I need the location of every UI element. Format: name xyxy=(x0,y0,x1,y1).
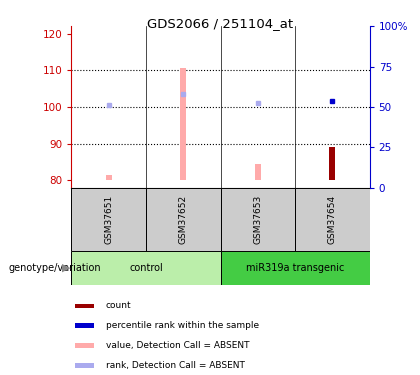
Bar xyxy=(329,147,335,180)
Bar xyxy=(220,188,295,251)
Bar xyxy=(146,188,220,251)
Bar xyxy=(255,164,261,180)
Text: genotype/variation: genotype/variation xyxy=(8,263,101,273)
Bar xyxy=(71,188,146,251)
Text: ▶: ▶ xyxy=(62,263,71,273)
Text: GSM37653: GSM37653 xyxy=(253,195,262,244)
Text: GSM37652: GSM37652 xyxy=(179,195,188,244)
Bar xyxy=(75,304,94,308)
Bar xyxy=(71,251,220,285)
Text: GSM37654: GSM37654 xyxy=(328,195,337,244)
Bar xyxy=(106,175,112,180)
Bar xyxy=(75,343,94,348)
Text: miR319a transgenic: miR319a transgenic xyxy=(246,263,344,273)
Text: percentile rank within the sample: percentile rank within the sample xyxy=(106,321,259,330)
Text: control: control xyxy=(129,263,163,273)
Bar xyxy=(75,324,94,328)
Bar xyxy=(180,68,186,180)
Bar xyxy=(220,251,370,285)
Text: count: count xyxy=(106,302,131,310)
Bar xyxy=(75,363,94,368)
Text: value, Detection Call = ABSENT: value, Detection Call = ABSENT xyxy=(106,341,249,350)
Bar xyxy=(295,188,370,251)
Text: GSM37651: GSM37651 xyxy=(104,195,113,244)
Text: GDS2066 / 251104_at: GDS2066 / 251104_at xyxy=(147,17,294,30)
Text: rank, Detection Call = ABSENT: rank, Detection Call = ABSENT xyxy=(106,361,245,370)
